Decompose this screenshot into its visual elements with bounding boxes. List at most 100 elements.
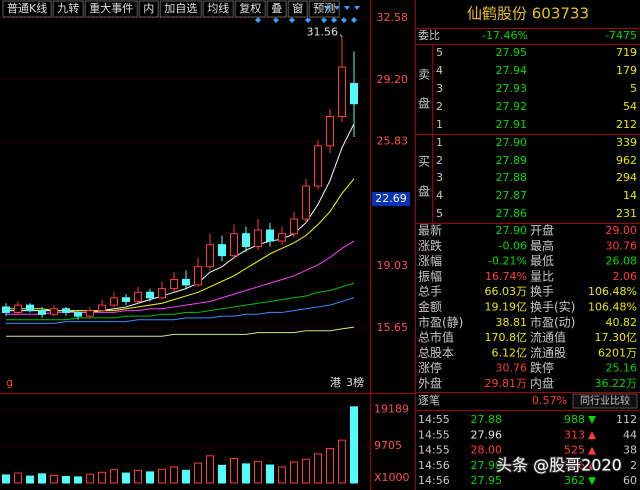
y-tick-label: 25.83	[377, 135, 409, 148]
candle-body	[50, 308, 58, 315]
toolbar-button[interactable]: 内	[143, 1, 154, 15]
volume-bar	[110, 469, 118, 484]
trade-arrow	[588, 477, 596, 486]
watermark: 头条 @股哥2020	[496, 456, 622, 475]
y-tick-label: 29.20	[377, 73, 409, 86]
toolbar-button[interactable]: 复权	[239, 1, 261, 15]
volume-bar	[266, 464, 274, 484]
trade-time: 14:55	[418, 428, 450, 441]
marker: 港	[330, 376, 341, 389]
trade-price: 27.90	[471, 459, 503, 472]
stat-label: 外盘	[418, 376, 442, 391]
volume-bar	[122, 472, 130, 484]
order-level: 1	[436, 118, 443, 131]
order-volume: 962	[616, 154, 637, 167]
moving-average	[6, 297, 355, 324]
stat-value: 25.16	[606, 362, 638, 375]
order-volume: 719	[616, 46, 637, 59]
toolbar-button-frame[interactable]	[234, 0, 266, 18]
toolbar-button-frame[interactable]	[84, 0, 138, 18]
stat-value: 40.82	[606, 316, 638, 329]
volume-bar	[50, 474, 58, 484]
toolbar-button-frame[interactable]	[308, 0, 340, 18]
side-label: 买	[418, 155, 430, 169]
candle-body	[206, 244, 214, 268]
volume-bar	[194, 462, 202, 484]
toolbar-button[interactable]: 普通K线	[7, 1, 47, 15]
volume-tick-label: 9705	[374, 439, 402, 452]
toolbar-button-frame[interactable]	[138, 0, 159, 18]
order-volume: 5	[630, 82, 637, 95]
order-volume: 14	[623, 189, 637, 202]
order-price: 27.88	[496, 171, 528, 184]
candle-body	[86, 310, 94, 317]
candle-body	[278, 233, 286, 242]
toolbar-button-frame[interactable]	[266, 0, 287, 18]
toolbar-button[interactable]: 加自选	[164, 2, 197, 15]
order-price: 27.90	[496, 136, 528, 149]
candle-body	[62, 308, 70, 313]
compare-button-frame[interactable]	[572, 393, 638, 409]
stat-value: 66.03万	[485, 285, 528, 298]
stat-label: 总股本	[418, 346, 454, 360]
order-volume: 179	[616, 64, 637, 77]
volume-bar	[290, 461, 298, 484]
stat-label: 涨停	[418, 360, 442, 375]
candle-body	[38, 310, 46, 315]
volume-unit: X1000	[374, 471, 410, 484]
toolbar-button-frame[interactable]	[2, 0, 52, 18]
volume-bar	[14, 472, 22, 484]
toolbar-button[interactable]: 叠	[271, 2, 282, 15]
stat-value: -0.21%	[488, 255, 527, 268]
volume-bar	[86, 473, 94, 484]
candle-body	[266, 229, 274, 242]
toolbar-icons[interactable]	[324, 6, 360, 10]
order-price: 27.91	[496, 118, 528, 131]
stat-label: 换手(实)	[530, 299, 575, 314]
trade-volume: 313	[564, 428, 585, 441]
candle-body	[218, 244, 226, 257]
toolbar-button[interactable]: 预测	[313, 2, 335, 15]
stat-value: 106.48%	[588, 301, 637, 314]
candle-body	[110, 297, 118, 306]
stat-label: 总市值	[418, 330, 454, 345]
stat-value: 16.74%	[485, 270, 527, 283]
stat-label: 流通股	[530, 346, 566, 360]
candle-body	[2, 306, 10, 313]
stat-label: 最高	[530, 238, 554, 253]
trade-time: 14:55	[418, 413, 450, 426]
toolbar-button-frame[interactable]	[287, 0, 308, 18]
trade-price: 27.96	[471, 428, 503, 441]
toolbar-button[interactable]: 重大事件	[89, 1, 133, 15]
stat-label: 开盘	[530, 223, 554, 238]
order-level: 5	[436, 46, 443, 59]
stat-label: 量比	[530, 269, 554, 283]
order-level: 3	[436, 82, 443, 95]
side-label: 盘	[418, 96, 430, 111]
stat-value: 170.8亿	[485, 331, 528, 344]
toolbar-button-frame[interactable]	[159, 0, 202, 18]
stat-value: 6.12亿	[492, 346, 528, 359]
candle-body	[290, 218, 298, 235]
stat-label: 流通值	[530, 330, 566, 345]
toolbar-button-frame[interactable]	[52, 0, 84, 18]
trade-volume: 525	[564, 444, 585, 457]
y-tick-label: 19.03	[377, 259, 409, 272]
candle-body	[302, 185, 310, 220]
order-price: 27.92	[496, 100, 528, 113]
moving-average	[6, 326, 355, 337]
side-label: 卖	[418, 68, 430, 82]
toolbar-button-frame[interactable]	[202, 0, 234, 18]
toolbar-button[interactable]: 窗	[292, 1, 303, 15]
trade-volume: 362	[564, 474, 585, 487]
volume-bar	[338, 439, 346, 484]
order-level: 5	[436, 207, 443, 220]
volume-bar	[302, 458, 310, 484]
toolbar-button[interactable]: 均线	[207, 1, 229, 15]
trade-arrow	[588, 446, 596, 455]
order-volume: 212	[616, 118, 637, 131]
compare-button[interactable]: 同行业比较	[580, 394, 630, 407]
toolbar-button[interactable]: 九转	[57, 1, 79, 15]
candle-body	[194, 266, 202, 286]
